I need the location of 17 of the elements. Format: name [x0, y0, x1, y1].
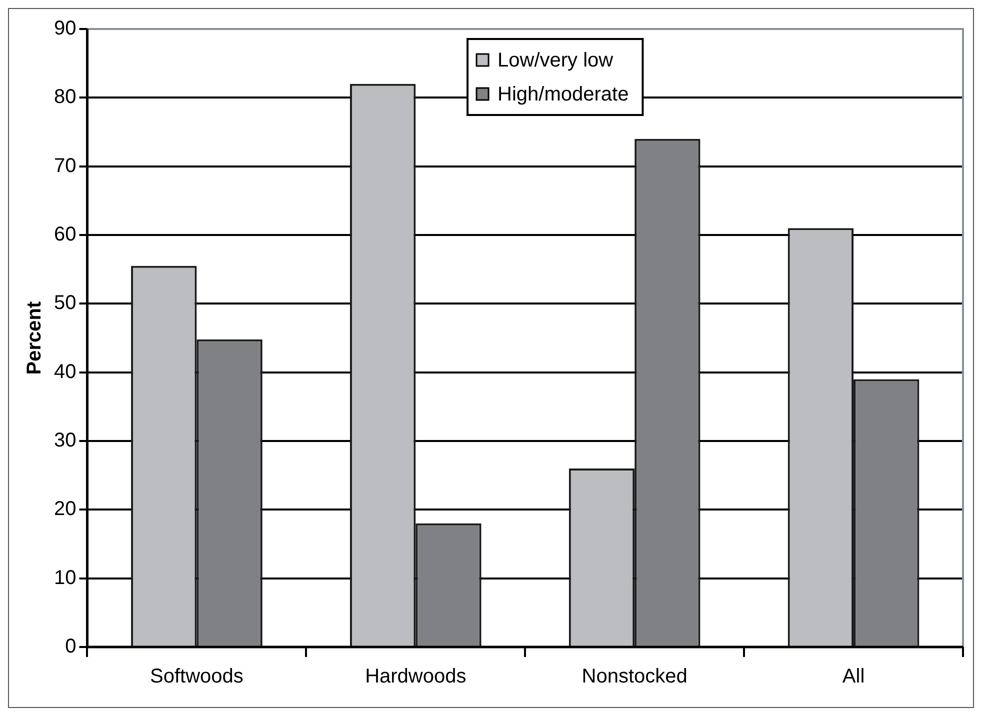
- y-tick-label: 30: [54, 430, 76, 452]
- y-tick-label: 90: [54, 18, 76, 40]
- x-tick-label: Softwoods: [150, 666, 244, 688]
- y-tick-label: 10: [54, 566, 76, 589]
- x-tick-label: Hardwoods: [365, 666, 466, 688]
- y-tick-label: 0: [65, 636, 76, 658]
- legend-label: Low/very low: [498, 50, 614, 72]
- y-axis-title: Percent: [24, 300, 46, 375]
- y-tick-label: 80: [54, 86, 76, 108]
- y-tick-label: 60: [54, 224, 76, 246]
- legend-label: High/moderate: [498, 84, 629, 106]
- y-tick-label: 40: [54, 360, 76, 383]
- y-tick-label: 20: [54, 498, 76, 520]
- x-tick-label: Nonstocked: [582, 666, 688, 688]
- x-tick-label: All: [842, 666, 865, 688]
- y-tick-label: 50: [54, 292, 76, 314]
- y-tick-label: 70: [54, 154, 76, 177]
